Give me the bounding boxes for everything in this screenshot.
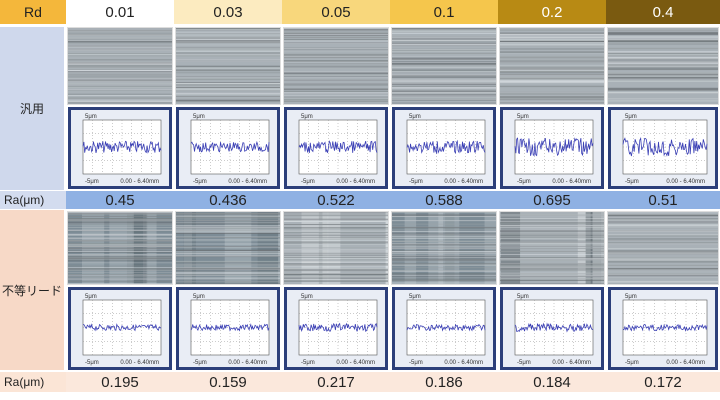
ra-general-value: 0.436 [209, 191, 247, 209]
ra-unequal-value: 0.184 [533, 373, 571, 391]
surface-photo-general [67, 27, 173, 105]
rd-value-0-03: 0.03 [174, 0, 282, 24]
svg-text:5μm: 5μm [193, 294, 205, 300]
ra-unequal-value: 0.159 [209, 373, 247, 391]
surface-photo-unequal [499, 211, 605, 285]
surface-photo-general [499, 27, 605, 105]
ra-general-value: 0.588 [425, 191, 463, 209]
profile-plot-general: 5μm -5μm 0.00 - 6.40mm [500, 107, 604, 189]
svg-text:5μm: 5μm [517, 114, 529, 120]
profile-plot-unequal: 5μm -5μm 0.00 - 6.40mm [284, 287, 388, 370]
svg-text:5μm: 5μm [625, 114, 637, 120]
rd-value-0-1: 0.1 [390, 0, 498, 24]
svg-text:-5μm: -5μm [85, 360, 99, 366]
svg-text:0.00 - 6.40mm: 0.00 - 6.40mm [120, 360, 159, 366]
svg-text:0.00 - 6.40mm: 0.00 - 6.40mm [666, 360, 705, 366]
svg-text:-5μm: -5μm [85, 179, 99, 185]
surface-photo-unequal [391, 211, 497, 285]
surface-photo-general [175, 27, 281, 105]
profile-plot-unequal: 5μm -5μm 0.00 - 6.40mm [392, 287, 496, 370]
svg-text:-5μm: -5μm [625, 179, 639, 185]
svg-text:-5μm: -5μm [301, 360, 315, 366]
svg-text:5μm: 5μm [517, 294, 529, 300]
ra-label-unequal: Ra(μm) [0, 372, 66, 392]
surface-photo-unequal [175, 211, 281, 285]
svg-text:5μm: 5μm [193, 114, 205, 120]
row-label-general: 汎用 [0, 27, 66, 190]
svg-text:0.00 - 6.40mm: 0.00 - 6.40mm [336, 360, 375, 366]
profile-plot-general: 5μm -5μm 0.00 - 6.40mm [68, 107, 172, 189]
svg-text:5μm: 5μm [625, 294, 637, 300]
svg-text:-5μm: -5μm [517, 179, 531, 185]
svg-text:5μm: 5μm [85, 114, 97, 120]
svg-text:0.00 - 6.40mm: 0.00 - 6.40mm [120, 179, 159, 185]
svg-text:-5μm: -5μm [301, 179, 315, 185]
rd-value-0-01: 0.01 [66, 0, 174, 24]
svg-text:-5μm: -5μm [517, 360, 531, 366]
surface-photo-unequal [607, 211, 719, 285]
surface-photo-general [391, 27, 497, 105]
surface-photo-general [283, 27, 389, 105]
svg-text:-5μm: -5μm [409, 360, 423, 366]
svg-text:0.00 - 6.40mm: 0.00 - 6.40mm [552, 179, 591, 185]
ra-unequal-value: 0.172 [644, 373, 682, 391]
profile-plot-general: 5μm -5μm 0.00 - 6.40mm [392, 107, 496, 189]
svg-text:-5μm: -5μm [409, 179, 423, 185]
surface-photo-unequal [283, 211, 389, 285]
ra-general-value: 0.695 [533, 191, 571, 209]
surface-photo-unequal [67, 211, 173, 285]
profile-plot-general: 5μm -5μm 0.00 - 6.40mm [608, 107, 718, 189]
svg-text:5μm: 5μm [301, 294, 313, 300]
svg-text:-5μm: -5μm [193, 179, 207, 185]
rd-value-0-2: 0.2 [498, 0, 606, 24]
profile-plot-general: 5μm -5μm 0.00 - 6.40mm [176, 107, 280, 189]
svg-text:5μm: 5μm [409, 294, 421, 300]
ra-unequal-band [66, 372, 720, 392]
rd-header-label: Rd [0, 0, 66, 24]
ra-unequal-value: 0.217 [317, 373, 355, 391]
svg-text:0.00 - 6.40mm: 0.00 - 6.40mm [228, 179, 267, 185]
svg-text:0.00 - 6.40mm: 0.00 - 6.40mm [228, 360, 267, 366]
profile-plot-unequal: 5μm -5μm 0.00 - 6.40mm [68, 287, 172, 370]
profile-plot-unequal: 5μm -5μm 0.00 - 6.40mm [176, 287, 280, 370]
svg-text:0.00 - 6.40mm: 0.00 - 6.40mm [552, 360, 591, 366]
profile-plot-unequal: 5μm -5μm 0.00 - 6.40mm [500, 287, 604, 370]
rd-value-0-05: 0.05 [282, 0, 390, 24]
ra-general-value: 0.522 [317, 191, 355, 209]
ra-general-value: 0.45 [105, 191, 135, 209]
svg-text:0.00 - 6.40mm: 0.00 - 6.40mm [666, 179, 705, 185]
ra-general-band [66, 191, 720, 209]
rd-value-0-4: 0.4 [606, 0, 720, 24]
svg-text:-5μm: -5μm [625, 360, 639, 366]
ra-label-general: Ra(μm) [0, 191, 66, 209]
surface-photo-general [607, 27, 719, 105]
svg-text:5μm: 5μm [409, 114, 421, 120]
profile-plot-unequal: 5μm -5μm 0.00 - 6.40mm [608, 287, 718, 370]
row-label-unequal-lead: 不等リード [0, 210, 66, 370]
ra-general-value: 0.51 [648, 191, 678, 209]
svg-text:0.00 - 6.40mm: 0.00 - 6.40mm [336, 179, 375, 185]
svg-text:0.00 - 6.40mm: 0.00 - 6.40mm [444, 360, 483, 366]
ra-unequal-value: 0.195 [101, 373, 139, 391]
profile-plot-general: 5μm -5μm 0.00 - 6.40mm [284, 107, 388, 189]
svg-text:5μm: 5μm [301, 114, 313, 120]
svg-text:5μm: 5μm [85, 294, 97, 300]
svg-text:-5μm: -5μm [193, 360, 207, 366]
ra-unequal-value: 0.186 [425, 373, 463, 391]
svg-text:0.00 - 6.40mm: 0.00 - 6.40mm [444, 179, 483, 185]
